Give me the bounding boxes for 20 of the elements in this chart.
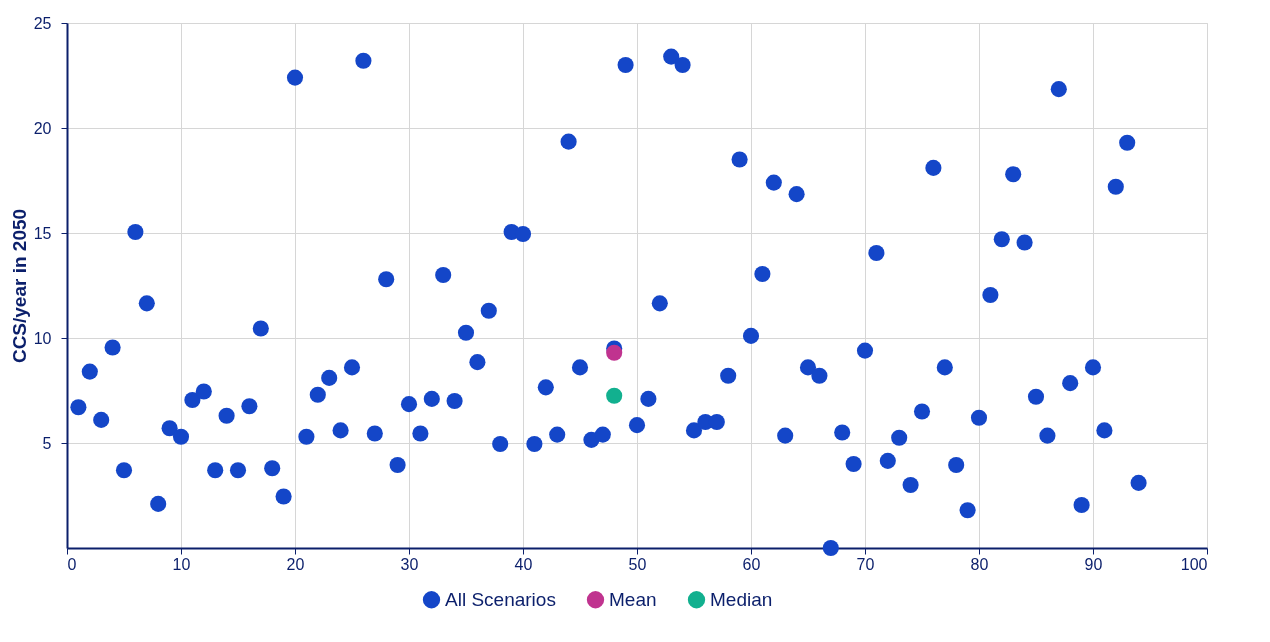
x-tick-label: 90: [1084, 555, 1103, 573]
x-tick-label: 70: [856, 555, 875, 573]
legend-label: Median: [710, 588, 773, 610]
y-tick-label: 25: [33, 14, 52, 32]
x-tick-label: 0: [67, 555, 77, 573]
x-tick-label: 80: [970, 555, 989, 573]
y-axis-title: CCS/year in 2050: [8, 208, 30, 364]
legend-label: Mean: [609, 588, 657, 610]
x-tick-label: 40: [514, 555, 533, 573]
y-tick-label: 15: [33, 224, 52, 242]
legend-label: All Scenarios: [445, 588, 556, 610]
x-tick-label: 10: [172, 555, 191, 573]
y-tick-label: 20: [33, 119, 52, 137]
x-tick-label: 50: [628, 555, 647, 573]
x-tick-label: 30: [400, 555, 419, 573]
y-tick-label: 10: [33, 329, 52, 347]
x-tick-label: 60: [742, 555, 761, 573]
x-tick-label: 100: [1180, 555, 1208, 573]
y-tick-label: 5: [42, 434, 52, 452]
x-tick-label: 20: [286, 555, 305, 573]
